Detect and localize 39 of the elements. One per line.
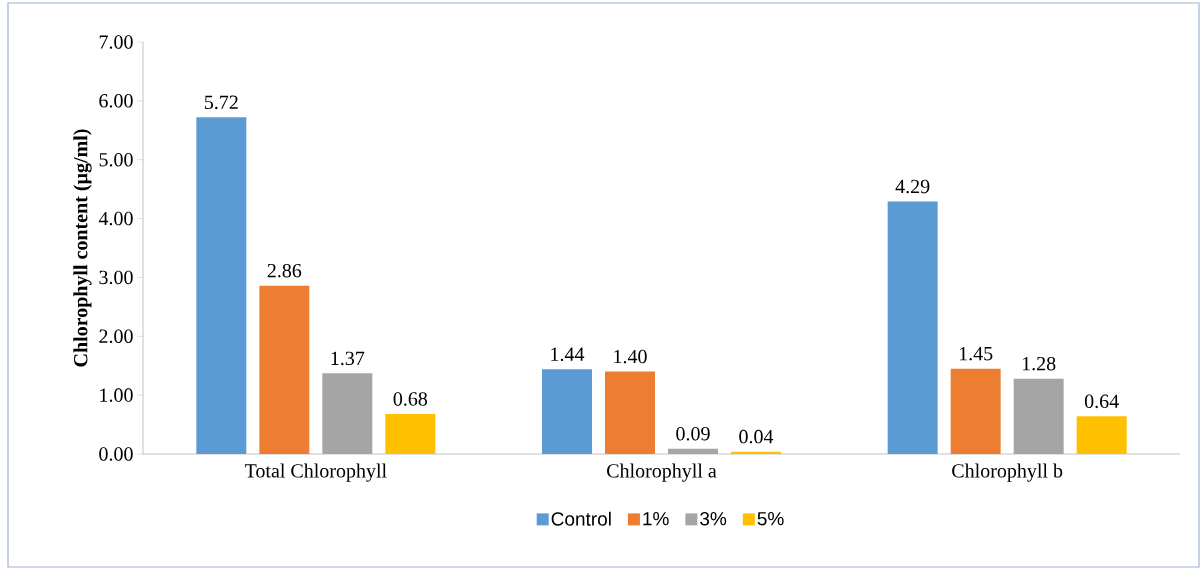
y-tick-label: 6.00 [99,94,133,108]
bar [322,373,373,454]
bar [259,285,310,454]
data-label: 0.64 [1084,394,1119,409]
data-label: 0.68 [393,392,428,406]
y-tick-label: 4.00 [98,211,133,226]
data-label: 0.04 [739,429,774,444]
data-label: 1.37 [331,351,365,366]
x-tick-label: Total Chlorophyll [244,463,387,482]
data-label: 1.40 [614,349,647,364]
bar [1076,416,1127,454]
y-tick-label: 3.00 [99,270,133,285]
bar [668,448,718,454]
data-label: 2.86 [267,263,302,278]
legend-label: 5% [757,512,784,526]
legend-label: 1% [643,512,669,526]
data-label: 0.09 [676,426,710,441]
data-label: 1.44 [551,347,585,362]
bar [1013,378,1064,454]
y-axis-title: Chlorophyll content (µg/ml) [73,129,92,367]
y-tick-label: 1.00 [100,388,133,402]
x-tick-label: Chlorophyll a [607,463,717,482]
bar [605,371,655,454]
bar [950,368,1001,454]
y-tick-label: 7.00 [99,35,133,49]
x-tick-label: Chlorophyll b [952,463,1063,482]
data-label: 5.72 [204,95,238,110]
data-label: 1.28 [1022,356,1056,371]
bar [887,201,938,454]
y-tick-label: 2.00 [99,329,133,344]
bar [196,117,247,454]
legend-label: Control [551,511,611,526]
y-tick-label: 0.00 [99,447,133,461]
data-label: 1.45 [959,346,993,361]
y-tick-label: 5.00 [99,152,133,167]
data-label: 4.29 [895,179,930,194]
bar [385,413,436,454]
legend-label: 3% [700,512,727,526]
bar [541,369,592,454]
